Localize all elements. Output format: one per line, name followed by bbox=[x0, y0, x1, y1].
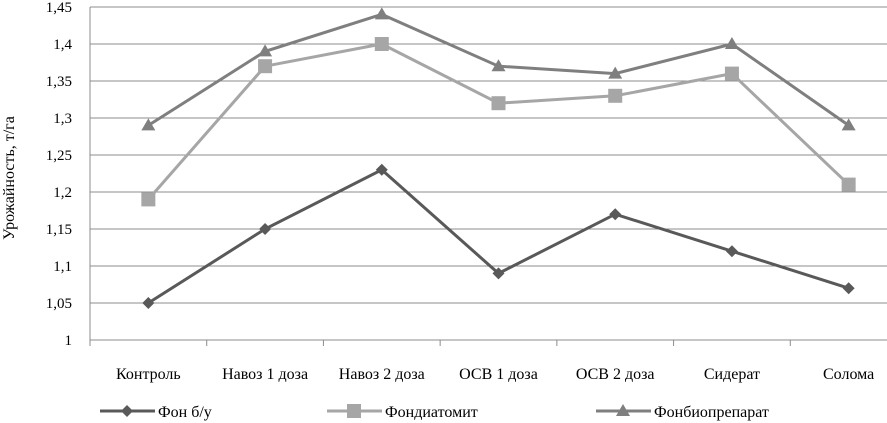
x-category-label: Навоз 2 доза bbox=[339, 366, 425, 383]
y-tick-label: 1,25 bbox=[46, 148, 72, 164]
data-point bbox=[841, 118, 856, 131]
data-point bbox=[492, 267, 505, 280]
data-point bbox=[374, 37, 389, 51]
x-category-label: ОСВ 1 доза bbox=[459, 366, 538, 383]
y-tick-label: 1,35 bbox=[46, 74, 72, 90]
data-point bbox=[724, 37, 739, 49]
x-category-label: Солома bbox=[823, 366, 874, 383]
y-tick-label: 1,3 bbox=[53, 111, 72, 127]
x-category-label: Сидерат bbox=[704, 366, 760, 383]
data-point bbox=[724, 66, 739, 81]
data-point bbox=[725, 245, 738, 258]
legend: Фон б/у Фондиатомит Фонбиопрепарат bbox=[100, 404, 769, 421]
data-point bbox=[258, 59, 273, 74]
y-tick-label: 1,2 bbox=[53, 185, 72, 201]
y-tick-label: 1,15 bbox=[46, 222, 72, 238]
series-0 bbox=[142, 163, 855, 309]
legend-item: Фонбиопрепарат bbox=[596, 404, 769, 421]
data-point bbox=[142, 297, 155, 309]
legend-marker bbox=[616, 404, 630, 416]
data-point bbox=[374, 7, 389, 20]
y-tick-label: 1,1 bbox=[53, 259, 72, 275]
legend-item: Фондиатомит bbox=[327, 404, 478, 421]
data-point bbox=[608, 88, 623, 103]
data-point bbox=[491, 59, 506, 72]
x-category-label: Контроль bbox=[116, 366, 181, 383]
y-tick-label: 1,45 bbox=[46, 0, 72, 16]
y-tick-label: 1 bbox=[65, 333, 73, 349]
data-point bbox=[608, 66, 623, 79]
data-point bbox=[491, 96, 506, 111]
y-tick-label: 1,4 bbox=[53, 37, 72, 53]
data-point bbox=[141, 192, 156, 207]
series-1 bbox=[141, 37, 856, 207]
y-axis-title: Урожайность, т/га bbox=[1, 116, 18, 240]
data-point bbox=[141, 118, 156, 131]
series-group bbox=[141, 7, 856, 309]
legend-label: Фонбиопрепарат bbox=[654, 404, 769, 421]
legend-label: Фон б/у bbox=[158, 404, 212, 421]
legend-item: Фон б/у bbox=[100, 404, 212, 421]
series-2 bbox=[141, 7, 856, 131]
data-point bbox=[375, 163, 388, 176]
data-point bbox=[258, 44, 273, 57]
legend-marker bbox=[121, 405, 133, 417]
data-point bbox=[259, 223, 272, 235]
legend-label: Фондиатомит bbox=[385, 404, 478, 421]
grid bbox=[89, 6, 887, 346]
x-category-label: ОСВ 2 доза bbox=[576, 366, 655, 383]
data-point bbox=[841, 177, 856, 192]
legend-marker bbox=[347, 404, 361, 418]
x-axis-categories: Контроль Навоз 1 доза Навоз 2 доза ОСВ 1 до… bbox=[116, 366, 874, 383]
data-point bbox=[609, 208, 622, 221]
y-tick-label: 1,05 bbox=[46, 296, 72, 312]
x-category-label: Навоз 1 доза bbox=[222, 366, 308, 383]
data-point bbox=[842, 282, 855, 295]
series-line bbox=[147, 168, 850, 305]
y-axis-ticks: 1 1,05 1,1 1,15 1,2 1,25 1,3 1,35 1,4 1,45 bbox=[46, 0, 73, 349]
